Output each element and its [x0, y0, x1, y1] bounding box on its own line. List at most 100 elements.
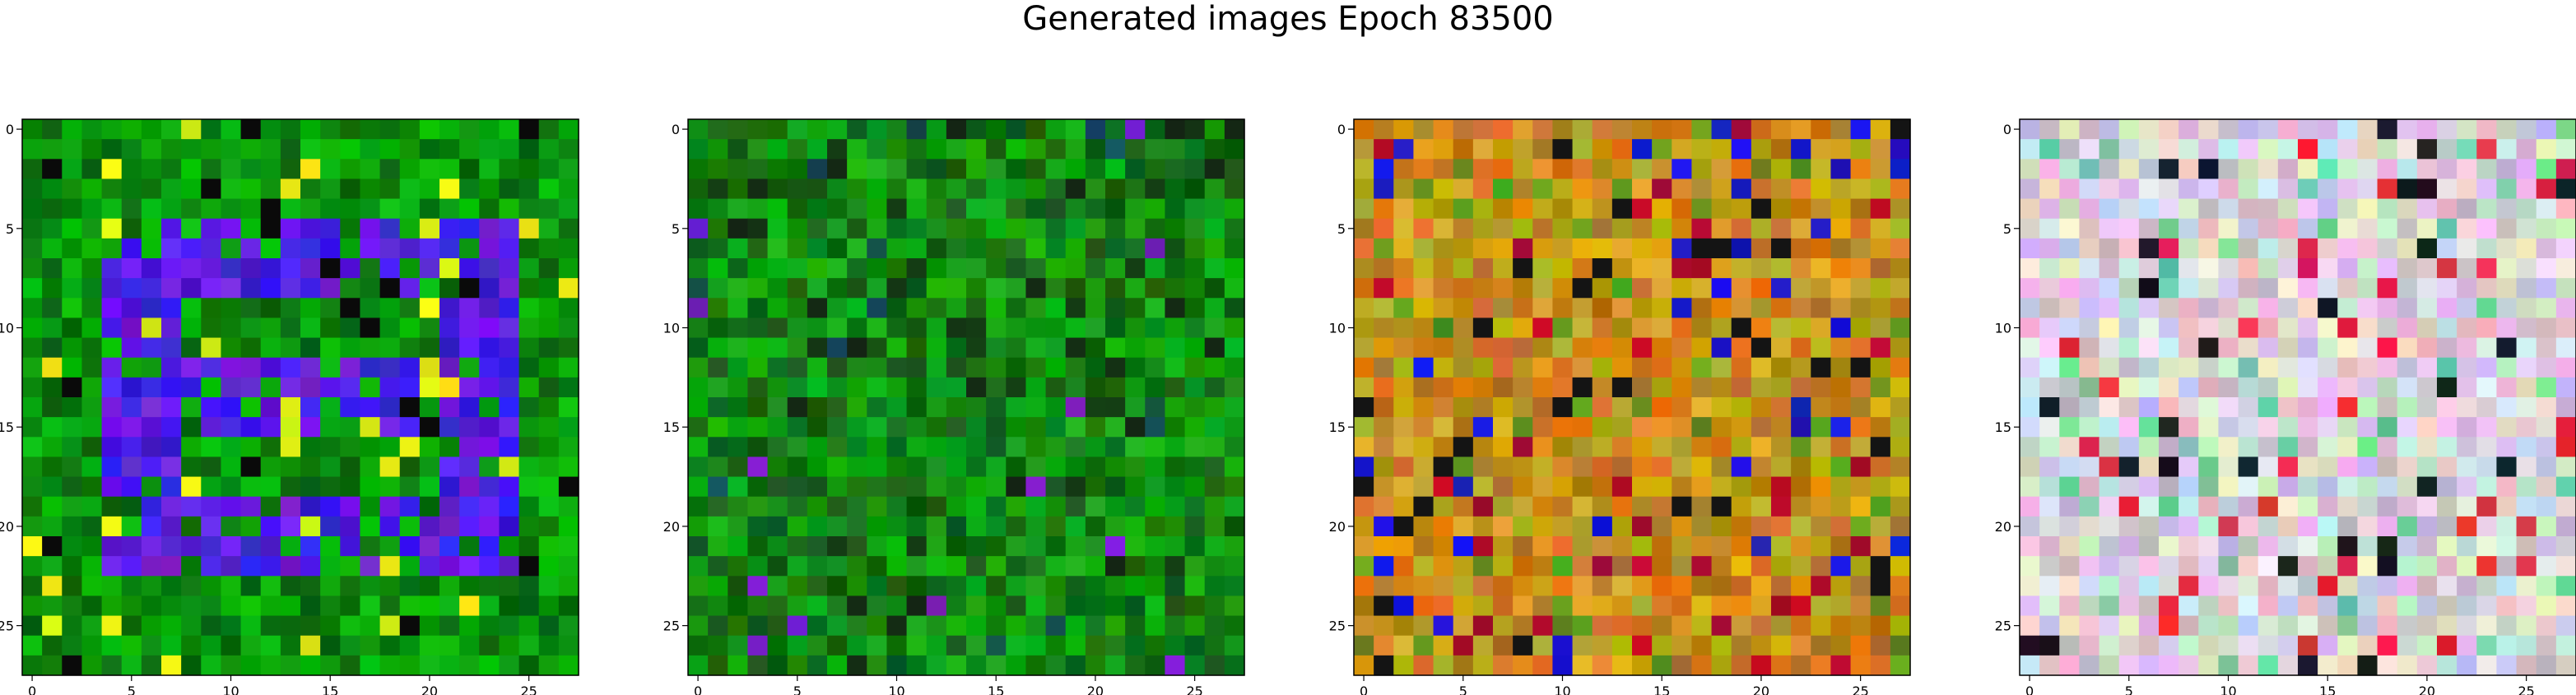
- image-pixel: [2298, 258, 2318, 279]
- image-pixel: [1025, 178, 1047, 200]
- image-pixel: [1552, 556, 1574, 577]
- image-pixel: [360, 198, 381, 220]
- image-pixel: [2039, 357, 2060, 378]
- image-pixel: [1870, 397, 1891, 418]
- image-pixel: [946, 397, 967, 418]
- image-pixel: [2118, 476, 2140, 498]
- image-pixel: [2218, 238, 2239, 259]
- image-pixel: [1472, 635, 1494, 656]
- image-pixel: [2437, 536, 2457, 557]
- image-pixel: [1731, 278, 1752, 299]
- image-pixel: [1731, 437, 1752, 458]
- image-pixel: [22, 278, 43, 299]
- image-pixel: [2198, 298, 2220, 319]
- image-pixel: [221, 615, 242, 637]
- image-pixel: [320, 595, 341, 617]
- image-pixel: [121, 337, 142, 359]
- image-pixel: [62, 178, 83, 200]
- image-pixel: [1065, 178, 1086, 200]
- image-pixel: [807, 536, 828, 557]
- image-pixel: [1354, 377, 1374, 398]
- image-pixel: [538, 218, 560, 239]
- image-pixel: [2118, 655, 2140, 676]
- image-pixel: [1513, 456, 1533, 478]
- image-pixel: [1105, 178, 1126, 200]
- image-pixel: [141, 456, 162, 478]
- image-pixel: [1572, 576, 1593, 597]
- image-pixel: [1085, 437, 1106, 458]
- image-pixel: [518, 139, 540, 160]
- image-pixel: [1453, 258, 1474, 279]
- image-pixel: [1224, 496, 1245, 517]
- image-pixel: [419, 456, 440, 478]
- image-pixel: [360, 556, 381, 577]
- image-pixel: [260, 536, 281, 557]
- image-pixel: [1184, 437, 1206, 458]
- image-pixel: [2357, 258, 2378, 279]
- image-pixel: [2178, 516, 2199, 537]
- image-pixel: [340, 178, 361, 200]
- image-pixel: [767, 337, 788, 359]
- image-pixel: [2099, 516, 2120, 537]
- image-pixel: [121, 615, 142, 637]
- image-pixel: [2555, 536, 2576, 557]
- image-pixel: [886, 476, 908, 498]
- image-pixel: [966, 476, 987, 498]
- image-pixel: [1453, 159, 1474, 180]
- image-pixel: [2257, 516, 2279, 537]
- image-pixel: [439, 516, 460, 537]
- image-pixel: [2476, 635, 2498, 656]
- image-pixel: [2318, 456, 2338, 478]
- image-pixel: [2298, 119, 2318, 140]
- image-pixel: [1085, 139, 1106, 160]
- image-pixel: [2377, 476, 2398, 498]
- image-pixel: [280, 417, 301, 438]
- image-pixel: [1830, 595, 1852, 617]
- image-pixel: [121, 119, 142, 140]
- image-pixel: [439, 655, 460, 676]
- image-pixel: [966, 556, 987, 577]
- image-pixel: [1045, 317, 1067, 339]
- image-pixel: [1751, 178, 1772, 200]
- image-pixel: [1085, 595, 1106, 617]
- image-pixel: [2020, 576, 2040, 597]
- image-pixel: [2377, 198, 2398, 220]
- image-pixel: [1045, 615, 1067, 637]
- image-pixel: [181, 238, 202, 259]
- image-pixel: [867, 615, 888, 637]
- image-pixel: [1045, 357, 1067, 378]
- image-pixel: [1145, 397, 1166, 418]
- image-pixel: [2357, 556, 2378, 577]
- image-pixel: [1711, 119, 1732, 140]
- image-pixel: [1532, 377, 1554, 398]
- image-pixel: [2536, 456, 2557, 478]
- image-pixel: [1751, 278, 1772, 299]
- image-pixel: [1552, 159, 1574, 180]
- image-pixel: [906, 178, 928, 200]
- image-pixel: [2079, 218, 2100, 239]
- image-pixel: [966, 159, 987, 180]
- image-pixel: [2457, 635, 2477, 656]
- image-pixel: [1413, 139, 1434, 160]
- image-pixel: [22, 317, 43, 339]
- image-pixel: [419, 397, 440, 418]
- image-pixel: [1433, 317, 1454, 339]
- image-pixel: [2238, 377, 2259, 398]
- image-pixel: [518, 595, 540, 617]
- image-pixel: [221, 397, 242, 418]
- image-pixel: [827, 298, 848, 319]
- image-pixel: [1791, 317, 1811, 339]
- image-pixel: [1354, 635, 1374, 656]
- image-pixel: [340, 238, 361, 259]
- image-pixel: [1165, 437, 1186, 458]
- image-pixel: [1224, 576, 1245, 597]
- image-pixel: [2476, 536, 2498, 557]
- image-pixel: [728, 357, 749, 378]
- image-pixel: [419, 496, 440, 517]
- y-tick-label: 20: [1995, 519, 2011, 535]
- image-pixel: [2079, 595, 2100, 617]
- image-pixel: [2079, 159, 2100, 180]
- image-pixel: [1850, 159, 1872, 180]
- image-pixel: [121, 159, 142, 180]
- image-pixel: [1811, 198, 1832, 220]
